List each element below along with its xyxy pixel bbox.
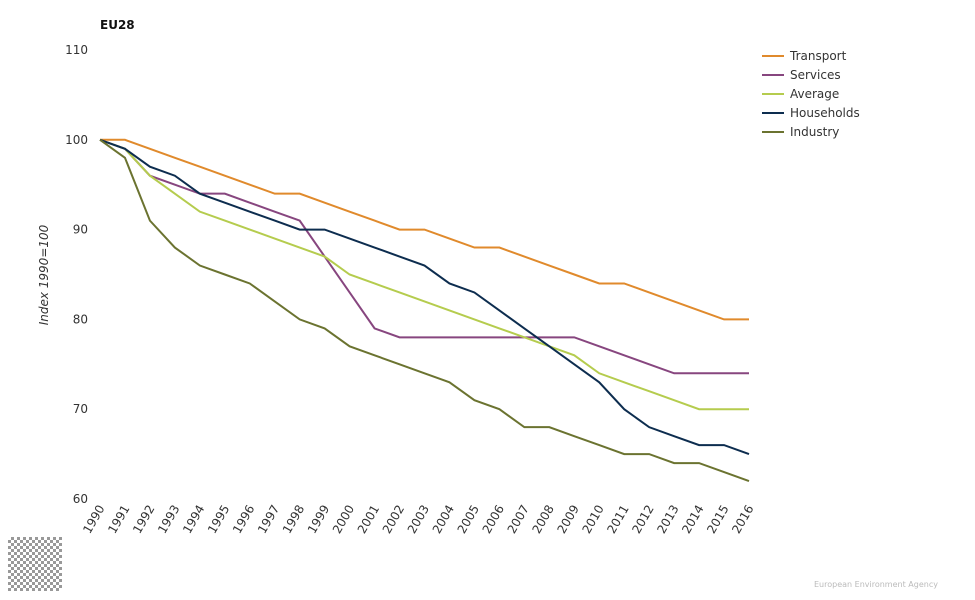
y-axis-label: Index 1990=100 bbox=[37, 224, 51, 325]
legend-label[interactable]: Transport bbox=[789, 49, 847, 63]
x-tick-label: 2000 bbox=[330, 503, 357, 536]
x-tick-label: 1993 bbox=[155, 503, 182, 536]
y-tick-label: 90 bbox=[73, 223, 88, 237]
x-tick-label: 2008 bbox=[530, 503, 557, 536]
legend-label[interactable]: Services bbox=[790, 68, 841, 82]
chart-title: EU28 bbox=[100, 18, 135, 32]
x-tick-label: 1995 bbox=[205, 503, 232, 536]
y-tick-label: 70 bbox=[73, 402, 88, 416]
x-tick-label: 2005 bbox=[455, 503, 482, 536]
x-tick-label: 1998 bbox=[280, 503, 307, 536]
y-tick-label: 60 bbox=[73, 492, 88, 506]
x-tick-label: 1991 bbox=[105, 503, 132, 536]
series-line-average bbox=[99, 138, 749, 411]
x-tick-label: 1997 bbox=[255, 503, 282, 536]
x-tick-label: 2011 bbox=[604, 503, 631, 536]
x-tick-label: 2012 bbox=[629, 503, 656, 536]
y-tick-label: 110 bbox=[65, 43, 88, 57]
x-tick-label: 2010 bbox=[579, 503, 606, 536]
x-tick-label: 2015 bbox=[704, 503, 731, 536]
x-tick-label: 2016 bbox=[729, 503, 756, 536]
x-tick-label: 2002 bbox=[380, 503, 407, 536]
series-line-households bbox=[99, 138, 750, 456]
x-tick-label: 2014 bbox=[679, 503, 706, 536]
series-line-transport bbox=[100, 138, 749, 321]
eea-credit: European Environment Agency bbox=[814, 580, 938, 589]
x-tick-label: 2013 bbox=[654, 503, 681, 536]
x-tick-label: 1999 bbox=[305, 503, 332, 536]
x-tick-label: 2003 bbox=[405, 503, 432, 536]
series-line-services bbox=[99, 138, 749, 375]
x-tick-label: 2001 bbox=[355, 503, 382, 536]
x-tick-label: 2009 bbox=[554, 503, 581, 536]
x-tick-label: 1994 bbox=[180, 503, 207, 536]
qr-code bbox=[8, 537, 62, 591]
series-line-industry bbox=[99, 138, 750, 482]
x-tick-label: 1990 bbox=[80, 503, 107, 536]
x-tick-label: 1996 bbox=[230, 503, 257, 536]
legend-label[interactable]: Industry bbox=[790, 125, 839, 139]
legend-label[interactable]: Average bbox=[790, 87, 839, 101]
x-tick-label: 2004 bbox=[430, 503, 457, 536]
y-tick-label: 100 bbox=[65, 133, 88, 147]
y-tick-label: 80 bbox=[73, 312, 88, 326]
legend-label[interactable]: Households bbox=[790, 106, 860, 120]
x-tick-label: 2007 bbox=[505, 503, 532, 536]
x-tick-label: 2006 bbox=[480, 503, 507, 536]
x-tick-label: 1992 bbox=[130, 503, 157, 536]
